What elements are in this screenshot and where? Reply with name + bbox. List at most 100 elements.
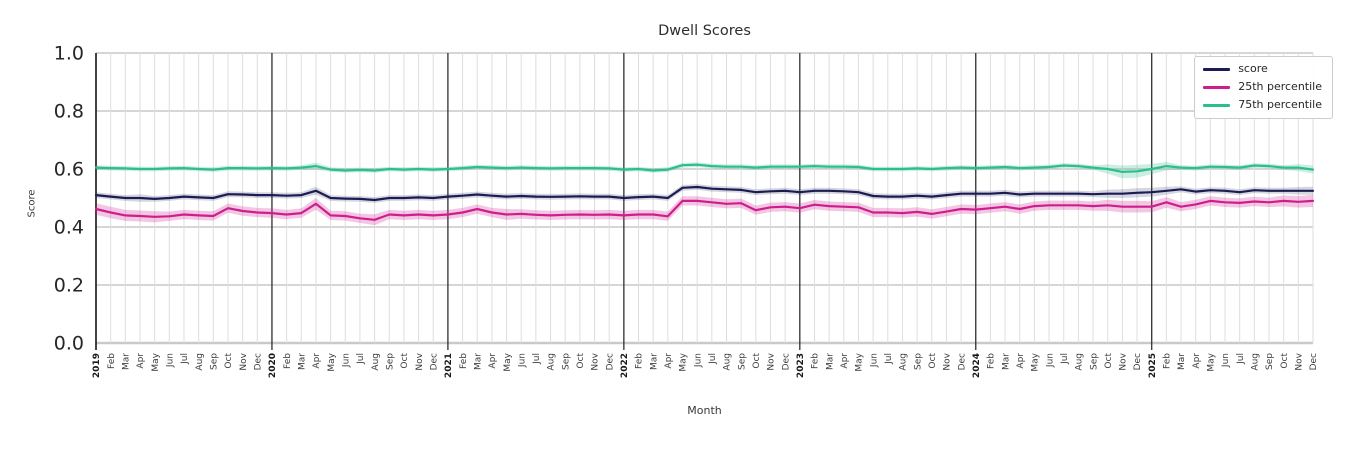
svg-text:May: May: [855, 352, 865, 371]
svg-text:0.6: 0.6: [54, 159, 84, 181]
svg-text:Sep: Sep: [385, 353, 395, 370]
svg-text:Nov: Nov: [1295, 352, 1305, 370]
svg-text:Jun: Jun: [341, 353, 351, 368]
svg-text:Dec: Dec: [781, 353, 791, 370]
svg-text:Oct: Oct: [1280, 353, 1290, 369]
legend-label-25th-percentile: 25th percentile: [1238, 80, 1322, 93]
svg-text:Sep: Sep: [210, 353, 220, 370]
svg-text:Sep: Sep: [1265, 353, 1275, 370]
svg-text:Aug: Aug: [547, 353, 557, 371]
svg-text:May: May: [1207, 352, 1217, 371]
score-line-swatch: [1203, 67, 1231, 71]
svg-text:Jul: Jul: [180, 353, 190, 365]
svg-text:Nov: Nov: [591, 352, 601, 370]
svg-text:Oct: Oct: [928, 353, 938, 369]
svg-text:Mar: Mar: [297, 353, 307, 370]
svg-text:Dec: Dec: [1309, 353, 1319, 370]
svg-text:2022: 2022: [620, 353, 630, 378]
svg-text:Jun: Jun: [869, 353, 879, 368]
svg-text:Nov: Nov: [1119, 352, 1129, 370]
svg-text:0.4: 0.4: [54, 217, 84, 239]
svg-text:Feb: Feb: [107, 353, 117, 369]
svg-text:Oct: Oct: [752, 353, 762, 369]
svg-text:Aug: Aug: [195, 353, 205, 371]
svg-text:Apr: Apr: [136, 353, 146, 369]
svg-text:Feb: Feb: [283, 353, 293, 369]
svg-text:Apr: Apr: [1016, 353, 1026, 369]
svg-text:Oct: Oct: [576, 353, 586, 369]
y-axis-label: Score: [26, 189, 38, 218]
svg-text:0.2: 0.2: [54, 275, 84, 297]
svg-text:Jul: Jul: [884, 353, 894, 365]
chart-title: Dwell Scores: [658, 23, 751, 39]
svg-text:2020: 2020: [268, 353, 278, 378]
svg-text:0.0: 0.0: [54, 333, 84, 355]
svg-text:Nov: Nov: [239, 352, 249, 370]
svg-text:2024: 2024: [972, 353, 982, 378]
svg-text:2021: 2021: [444, 353, 454, 378]
svg-text:May: May: [679, 352, 689, 371]
svg-text:Feb: Feb: [635, 353, 645, 369]
svg-text:Dec: Dec: [605, 353, 615, 370]
svg-text:Mar: Mar: [1177, 353, 1187, 370]
svg-text:Dec: Dec: [429, 353, 439, 370]
svg-text:Mar: Mar: [825, 353, 835, 370]
svg-text:Nov: Nov: [767, 352, 777, 370]
svg-text:May: May: [327, 352, 337, 371]
svg-text:Nov: Nov: [943, 352, 953, 370]
p75-line-swatch: [1203, 103, 1231, 107]
svg-text:1.0: 1.0: [54, 43, 84, 65]
svg-text:Aug: Aug: [371, 353, 381, 371]
svg-text:Mar: Mar: [649, 353, 659, 370]
svg-text:Dec: Dec: [1133, 353, 1143, 370]
legend-entry-score: score: [1203, 62, 1322, 76]
legend-entry-75th-percentile: 75th percentile: [1203, 98, 1322, 112]
svg-text:Oct: Oct: [1104, 353, 1114, 369]
legend: score 25th percentile 75th percentile: [1194, 56, 1333, 119]
svg-text:Jun: Jun: [517, 353, 527, 368]
svg-text:Aug: Aug: [723, 353, 733, 371]
legend-label-75th-percentile: 75th percentile: [1238, 98, 1322, 111]
p25-line-swatch: [1203, 85, 1231, 89]
svg-text:Jun: Jun: [1045, 353, 1055, 368]
svg-text:Apr: Apr: [312, 353, 322, 369]
svg-text:Mar: Mar: [1001, 353, 1011, 370]
svg-text:Jun: Jun: [1221, 353, 1231, 368]
svg-text:Feb: Feb: [1163, 353, 1173, 369]
svg-text:0.8: 0.8: [54, 101, 84, 123]
svg-text:Apr: Apr: [664, 353, 674, 369]
svg-text:Sep: Sep: [737, 353, 747, 370]
svg-text:Jul: Jul: [532, 353, 542, 365]
svg-text:Jul: Jul: [1060, 353, 1070, 365]
svg-text:Apr: Apr: [488, 353, 498, 369]
svg-text:Jul: Jul: [356, 353, 366, 365]
svg-text:Oct: Oct: [224, 353, 234, 369]
x-axis-label: Month: [687, 404, 722, 417]
svg-text:2025: 2025: [1148, 353, 1158, 378]
svg-text:Feb: Feb: [987, 353, 997, 369]
svg-text:Jul: Jul: [708, 353, 718, 365]
svg-text:Mar: Mar: [122, 353, 132, 370]
svg-text:Dec: Dec: [253, 353, 263, 370]
svg-text:2023: 2023: [796, 353, 806, 378]
svg-text:Apr: Apr: [1192, 353, 1202, 369]
svg-text:Aug: Aug: [1251, 353, 1261, 371]
svg-text:Jul: Jul: [1236, 353, 1246, 365]
svg-text:Jun: Jun: [693, 353, 703, 368]
legend-label-score: score: [1238, 62, 1268, 75]
svg-text:Oct: Oct: [400, 353, 410, 369]
legend-entry-25th-percentile: 25th percentile: [1203, 80, 1322, 94]
svg-text:Mar: Mar: [473, 353, 483, 370]
svg-text:Sep: Sep: [1089, 353, 1099, 370]
svg-text:Aug: Aug: [1075, 353, 1085, 371]
svg-text:Feb: Feb: [811, 353, 821, 369]
svg-text:May: May: [151, 352, 161, 371]
svg-text:2019: 2019: [92, 353, 102, 378]
svg-text:May: May: [1031, 352, 1041, 371]
svg-text:Jun: Jun: [166, 353, 176, 368]
svg-text:Dec: Dec: [957, 353, 967, 370]
svg-text:Apr: Apr: [840, 353, 850, 369]
svg-text:Sep: Sep: [913, 353, 923, 370]
